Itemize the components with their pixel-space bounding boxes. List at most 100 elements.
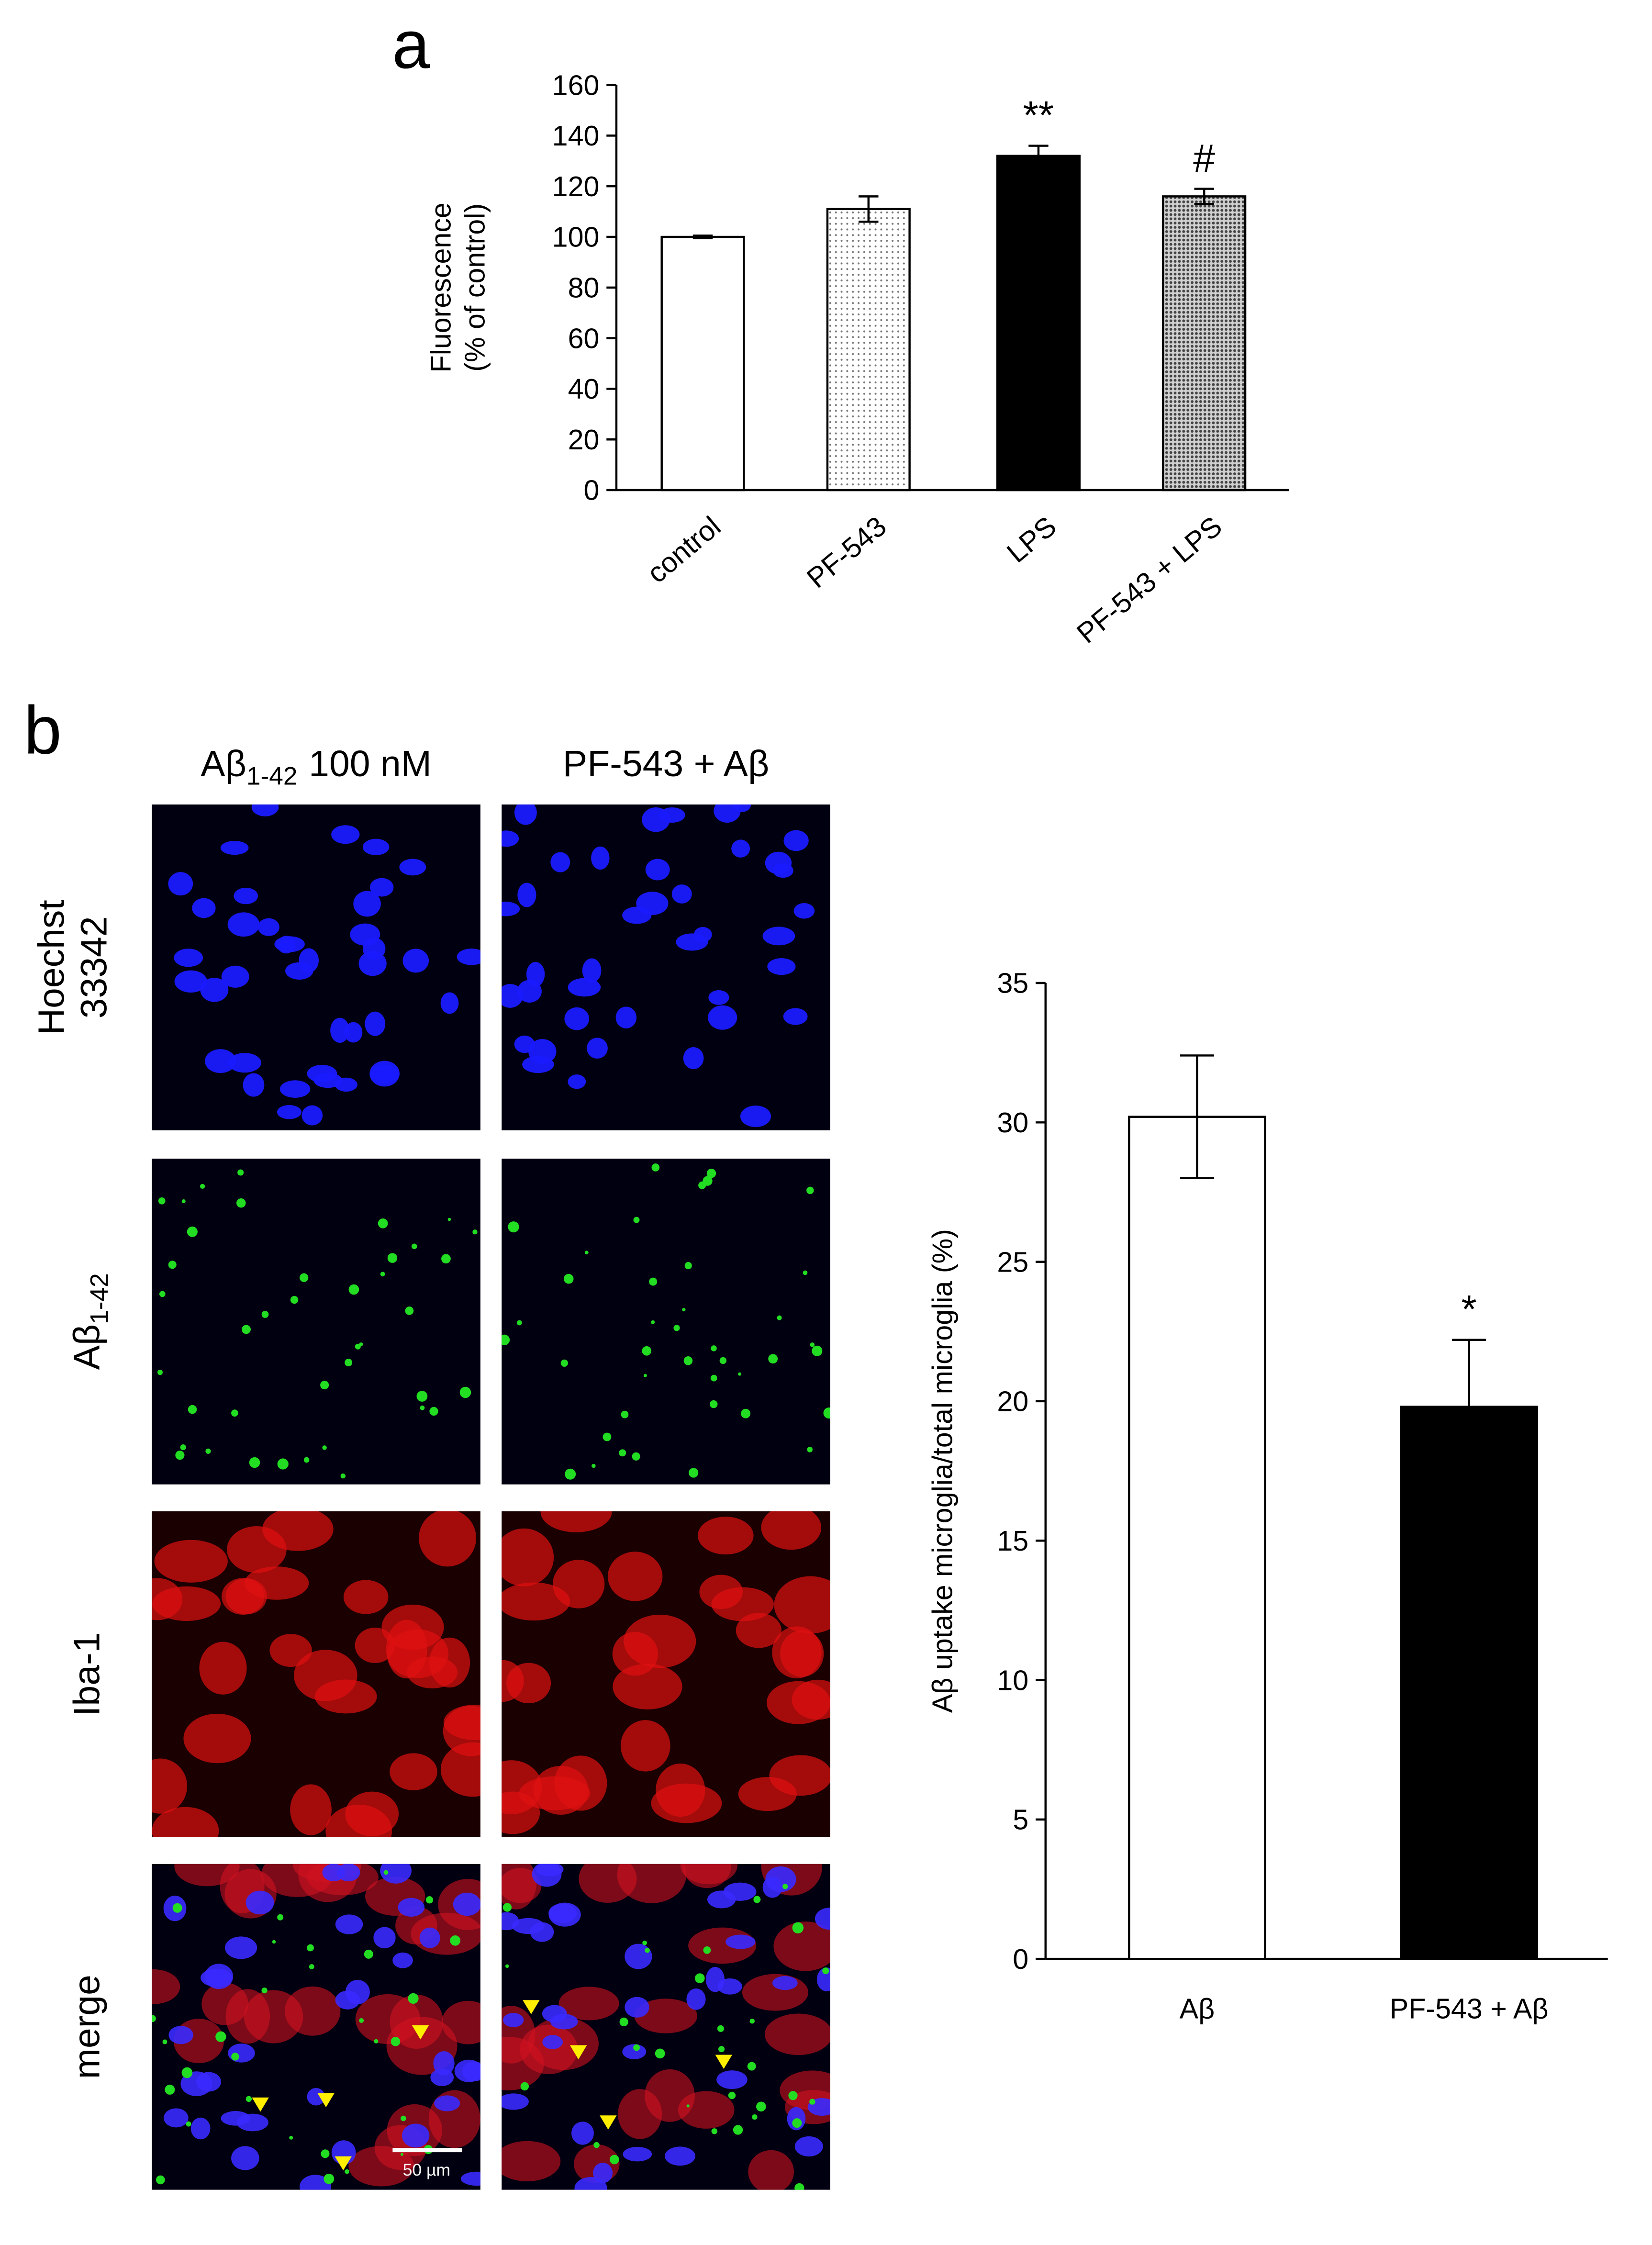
cell: [762, 1876, 782, 1898]
cell: [540, 1511, 612, 1532]
x-tick-label: PF-543: [801, 510, 893, 594]
particle: [231, 2053, 239, 2061]
cell: [731, 839, 750, 858]
cell: [457, 949, 480, 965]
y-tick-label: 0: [584, 474, 600, 506]
particle: [619, 1449, 626, 1457]
cell: [299, 948, 319, 973]
cell: [152, 1969, 180, 2004]
particle: [651, 1320, 655, 1324]
particle: [686, 2104, 690, 2108]
particle: [752, 2114, 758, 2120]
cell: [392, 1952, 413, 1968]
error-bar: [1180, 1054, 1214, 1180]
cell: [517, 980, 542, 1003]
cell: [231, 2146, 259, 2170]
particle: [277, 1914, 284, 1921]
bar: [996, 155, 1081, 491]
error-bar: [1028, 145, 1049, 168]
y-tick-label: 25: [997, 1246, 1028, 1278]
particle: [592, 1463, 596, 1468]
cell: [671, 884, 692, 904]
particle: [299, 1273, 309, 1282]
particle: [689, 1468, 699, 1478]
particle: [563, 1273, 574, 1284]
cell: [612, 1631, 658, 1676]
particle: [168, 1261, 177, 1269]
cell: [381, 1604, 444, 1650]
particle: [340, 1473, 346, 1479]
cell: [440, 992, 459, 1014]
cell: [399, 859, 426, 876]
particle: [359, 1342, 363, 1347]
arrowhead: [412, 2025, 429, 2040]
cell: [506, 1663, 551, 1704]
cell: [200, 978, 229, 1002]
particle: [420, 1405, 425, 1410]
cell: [277, 1105, 301, 1119]
cell: [325, 1804, 392, 1837]
cell: [502, 2093, 529, 2110]
particle: [682, 1307, 686, 1312]
cell: [355, 1994, 421, 2044]
scale-bar-label: 50 µm: [403, 2160, 450, 2179]
cell: [582, 958, 602, 983]
cell: [568, 1074, 586, 1089]
particle: [188, 1405, 197, 1414]
y-tick-label: 0: [1013, 1943, 1028, 1975]
particle: [472, 1229, 478, 1235]
cell: [192, 898, 216, 918]
header-label: Aβ1-42: [67, 1273, 114, 1370]
particle: [609, 2155, 619, 2165]
particle: [277, 1458, 289, 1470]
particle: [322, 1445, 327, 1450]
particle: [345, 2169, 349, 2174]
arrowhead: [252, 2097, 269, 2112]
cell: [502, 2141, 561, 2181]
cell: [183, 1713, 251, 1764]
y-tick-label: 60: [568, 322, 600, 354]
cell: [362, 938, 386, 960]
cell: [277, 936, 295, 954]
cell: [348, 2146, 414, 2187]
particle: [505, 1964, 509, 1968]
cell: [815, 1908, 830, 1930]
cell: [307, 2088, 325, 2106]
particle: [812, 1345, 823, 1356]
particle: [593, 2142, 600, 2148]
particle: [186, 2121, 191, 2127]
micrograph: [502, 1158, 830, 1485]
cell: [620, 1720, 670, 1772]
x-tick-label: PF-543 + Aβ: [1390, 1992, 1549, 2024]
particle: [768, 1354, 778, 1364]
particle: [502, 1334, 510, 1345]
row-label: 33342: [74, 916, 115, 1018]
cell: [353, 891, 381, 917]
particle: [459, 1386, 471, 1398]
cell: [564, 1007, 590, 1030]
particle: [603, 1432, 612, 1441]
cell: [708, 1005, 737, 1030]
particle: [447, 1217, 451, 1221]
cell: [517, 882, 536, 907]
particle: [152, 2015, 156, 2022]
cell: [322, 1864, 345, 1881]
cell: [301, 1105, 323, 1126]
label-main: merge: [67, 1975, 108, 2079]
label-main: PF-543 + Aβ: [563, 743, 769, 784]
particle: [387, 1253, 398, 1263]
particle: [380, 1272, 385, 1277]
cell: [623, 2146, 652, 2162]
particle: [158, 1197, 166, 1205]
particle: [391, 2036, 401, 2046]
micrograph-content: [502, 1864, 830, 2190]
cell: [243, 1073, 265, 1097]
particle: [411, 1243, 417, 1250]
particle: [175, 1451, 185, 1460]
particle: [416, 1391, 428, 1402]
cell: [772, 863, 793, 878]
cell: [453, 1892, 480, 1916]
particle: [215, 2031, 226, 2042]
cell: [683, 1047, 704, 1070]
cell: [645, 859, 670, 881]
